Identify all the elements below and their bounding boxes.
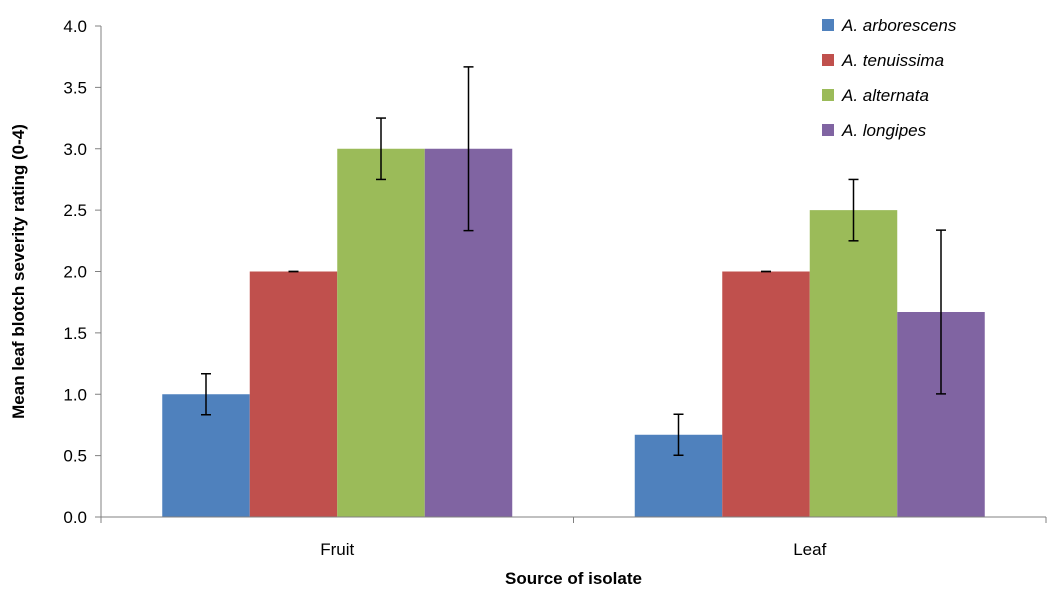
legend-label: A. alternata	[841, 86, 929, 105]
error-bars-group	[201, 66, 946, 457]
y-tick-label: 2.0	[63, 263, 87, 282]
bar	[249, 271, 338, 517]
y-tick-label: 0.0	[63, 508, 87, 527]
y-ticks-group: 0.0 0.5 1.0 1.5 2.0 2.5 3.0 3.5 4.0	[63, 17, 101, 527]
legend-swatch	[822, 19, 834, 31]
x-axis-title: Source of isolate	[505, 569, 642, 588]
y-tick-label: 1.5	[63, 324, 87, 343]
y-axis-title: Mean leaf blotch severity rating (0-4)	[9, 124, 28, 419]
y-tick-label: 0.5	[63, 447, 87, 466]
y-tick-label: 2.5	[63, 201, 87, 220]
bar	[337, 148, 425, 517]
x-category-label: Fruit	[320, 540, 354, 559]
bars-group	[162, 148, 985, 517]
legend-swatch	[822, 54, 834, 66]
legend-swatch	[822, 89, 834, 101]
legend-label: A. tenuissima	[841, 51, 944, 70]
bar	[809, 210, 898, 517]
legend-label: A. longipes	[841, 121, 927, 140]
y-tick-label: 3.0	[63, 140, 87, 159]
x-category-labels: Fruit Leaf	[320, 540, 826, 559]
x-category-label: Leaf	[793, 540, 826, 559]
legend-swatch	[822, 124, 834, 136]
legend: A. arborescens A. tenuissima A. alternata A…	[822, 16, 957, 140]
x-ticks-group	[100, 517, 1047, 523]
legend-label: A. arborescens	[841, 16, 957, 35]
y-tick-label: 1.0	[63, 385, 87, 404]
y-tick-label: 4.0	[63, 17, 87, 36]
y-tick-label: 3.5	[63, 78, 87, 97]
bar	[722, 271, 810, 517]
